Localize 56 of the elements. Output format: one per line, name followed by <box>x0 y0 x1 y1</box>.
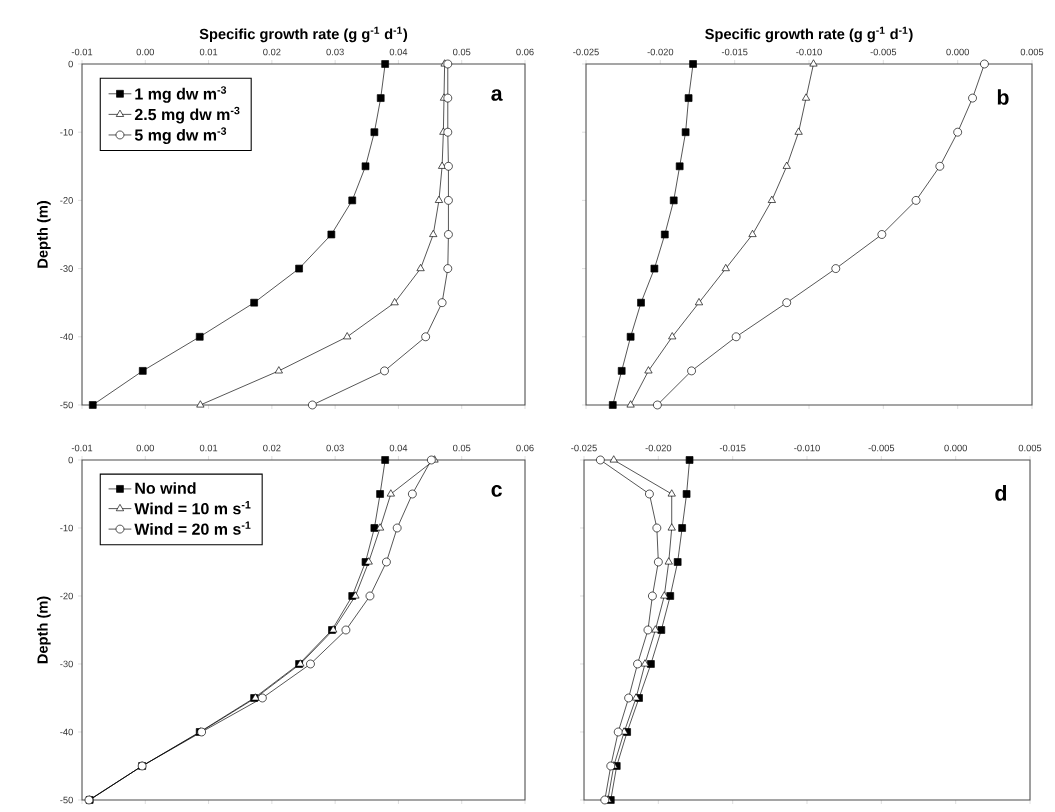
x-tick-label: 0.06 <box>516 444 534 452</box>
x-tick-label: 0.04 <box>389 48 408 56</box>
x-tick-label: 0.06 <box>516 48 534 56</box>
x-tick-label: 0.01 <box>199 444 218 452</box>
x-tick-label: -0.01 <box>71 48 93 56</box>
y-tick-label: -30 <box>60 265 73 272</box>
legend-label: 2.5 mg dw m$^{-3}$ <box>134 106 240 124</box>
annotation: b <box>997 89 1009 105</box>
y-tick-label: -10 <box>60 524 73 532</box>
y-tick-label: -50 <box>60 401 73 409</box>
legend-label: No wind <box>135 482 196 494</box>
y-tick-label: -10 <box>60 128 73 136</box>
x-tick-label: -0.015 <box>721 48 748 56</box>
y-tick-label: -20 <box>60 592 73 600</box>
legend-label: Wind = 20 m s$^{-1}$ <box>134 521 251 535</box>
y-tick-label: -40 <box>60 333 73 341</box>
x-tick-label: 0.04 <box>389 444 408 452</box>
x-tick-label: -0.010 <box>796 48 822 56</box>
x-tick-label: -0.005 <box>870 48 897 56</box>
annotation: a <box>491 89 503 101</box>
x-axis-title: Specific growth rate (g g$^{-1}$ d$^{-1}$) <box>705 26 913 43</box>
y-tick-label: 0 <box>68 456 73 464</box>
annotation: d <box>995 485 1007 501</box>
y-axis-title: Depth (m) <box>36 201 51 268</box>
x-tick-label: -0.015 <box>719 444 746 452</box>
x-tick-label: -0.020 <box>647 48 674 56</box>
x-tick-label: 0.005 <box>1018 444 1042 452</box>
x-tick-label: 0.05 <box>452 48 471 56</box>
x-tick-label: -0.01 <box>71 444 93 452</box>
x-axis-title: Specific growth rate (g g$^{-1}$ d$^{-1}$) <box>199 26 408 43</box>
annotation: c <box>491 485 502 497</box>
legend-label: 1 mg dw m$^{-3}$ <box>135 86 227 103</box>
x-tick-label: 0.02 <box>263 444 281 452</box>
x-tick-label: 0.00 <box>136 444 155 452</box>
x-tick-label: 0.03 <box>326 48 344 56</box>
legend-label: Wind = 10 m s$^{-1}$ <box>134 501 251 515</box>
x-tick-label: 0.005 <box>1020 48 1044 56</box>
x-tick-label: 0.00 <box>136 48 155 56</box>
y-tick-label: -40 <box>60 728 73 736</box>
y-tick-label: 0 <box>68 60 73 68</box>
x-tick-label: 0.03 <box>326 444 344 452</box>
y-axis-title: Depth (m) <box>36 596 51 664</box>
legend-label: 5 mg dw m$^{-3}$ <box>134 127 227 144</box>
x-tick-label: 0.05 <box>452 444 471 452</box>
x-tick-label: 0.02 <box>263 48 281 56</box>
y-tick-label: -30 <box>60 660 73 668</box>
x-tick-label: 0.000 <box>944 444 967 452</box>
x-tick-label: -0.005 <box>868 444 895 452</box>
x-tick-label: -0.025 <box>571 444 597 452</box>
x-tick-label: -0.010 <box>794 444 820 452</box>
x-tick-label: 0.01 <box>199 48 218 56</box>
y-tick-label: -50 <box>60 796 73 804</box>
x-tick-label: 0.000 <box>946 48 969 56</box>
x-tick-label: -0.020 <box>645 444 672 452</box>
x-tick-label: -0.025 <box>573 48 599 56</box>
y-tick-label: -20 <box>60 197 73 204</box>
